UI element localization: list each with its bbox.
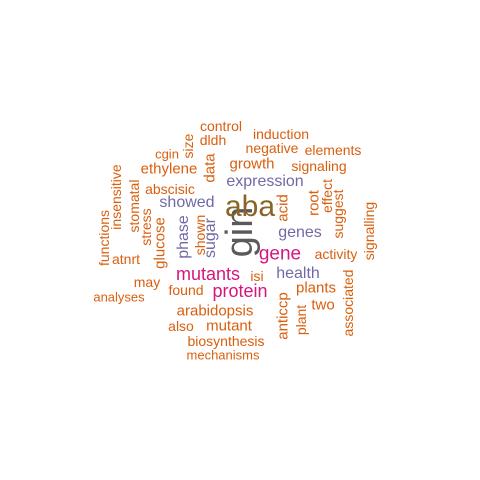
- word-showed: showed: [159, 194, 215, 211]
- word-shown: shown: [192, 214, 208, 256]
- word-analyses: analyses: [93, 289, 145, 305]
- word-plants: plants: [295, 279, 337, 297]
- word-growth: growth: [229, 155, 275, 173]
- word-found: found: [168, 282, 204, 298]
- word-protein: protein: [212, 281, 268, 301]
- word-atnrt: atnrt: [111, 251, 141, 267]
- word-isi: isi: [250, 268, 264, 284]
- word-mutant: mutant: [206, 317, 252, 335]
- word-acid: acid: [274, 194, 292, 222]
- word-health: health: [276, 265, 320, 282]
- word-anticcp: anticcp: [274, 292, 292, 340]
- word-mutants: mutants: [175, 264, 241, 284]
- word-induction: induction: [252, 126, 310, 142]
- word-functions: functions: [96, 209, 112, 267]
- word-expression: expression: [226, 173, 304, 190]
- word-control: control: [199, 118, 243, 134]
- word-associated: associated: [340, 269, 356, 337]
- word-cgin: cgin: [155, 146, 179, 162]
- word-elements: elements: [304, 142, 362, 158]
- word-genes: genes: [278, 224, 322, 241]
- word-dldh: dldh: [199, 132, 227, 148]
- word-size: size: [180, 133, 196, 159]
- word-signaling: signaling: [291, 158, 347, 174]
- word-also: also: [168, 318, 194, 334]
- word-phase: phase: [175, 215, 192, 259]
- word-signalling: signalling: [361, 201, 377, 261]
- word-root: root: [305, 190, 323, 216]
- word-may: may: [133, 274, 161, 290]
- word-glucose: glucose: [151, 217, 169, 269]
- word-biosynthesis: biosynthesis: [187, 333, 265, 349]
- word-arabidopsis: arabidopsis: [176, 302, 254, 320]
- word-negative: negative: [245, 140, 299, 156]
- word-plant: plant: [293, 304, 309, 336]
- word-gene: gene: [258, 243, 302, 265]
- word-aba: aba: [224, 190, 276, 223]
- word-activity: activity: [314, 246, 358, 262]
- word-two: two: [311, 296, 335, 314]
- word-abscisic: abscisic: [145, 181, 195, 197]
- word-data: data: [201, 153, 219, 183]
- word-ethylene: ethylene: [140, 160, 198, 178]
- word-mechanisms: mechanisms: [186, 347, 260, 363]
- word-suggest: suggest: [330, 189, 346, 239]
